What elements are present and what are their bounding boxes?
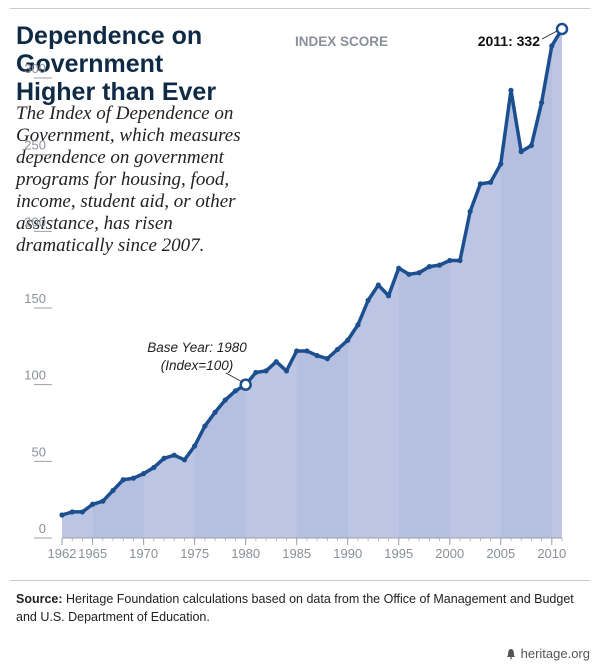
x-tick-label-1975: 1975 xyxy=(180,546,209,561)
top-divider xyxy=(10,8,590,9)
x-tick-label-1965: 1965 xyxy=(78,546,107,561)
data-point-1970 xyxy=(141,471,147,477)
data-point-1985 xyxy=(294,348,300,354)
peak-marker xyxy=(555,22,569,36)
chart-title: Dependence on Government Higher than Eve… xyxy=(16,22,217,106)
data-point-1969 xyxy=(130,475,137,481)
source-divider xyxy=(10,580,590,581)
decade-band-1965 xyxy=(92,29,144,538)
data-point-2009 xyxy=(538,99,545,106)
data-point-1987 xyxy=(314,352,320,359)
source-label: Source: xyxy=(16,592,63,606)
data-point-2010 xyxy=(549,43,555,49)
data-point-1962 xyxy=(59,512,65,518)
decade-band-1975 xyxy=(194,29,246,538)
data-point-1991 xyxy=(355,322,361,328)
data-point-1979 xyxy=(232,388,239,394)
liberty-bell-icon xyxy=(506,648,515,659)
data-point-2003 xyxy=(477,181,483,187)
y-tick-label-300: 300 xyxy=(24,61,46,76)
data-point-1996 xyxy=(406,271,412,277)
data-point-1966 xyxy=(100,498,106,504)
y-tick-label-150: 150 xyxy=(24,291,46,306)
y-axis: 0 50 100 150 200 250 300 xyxy=(24,61,52,539)
x-tick-label-2005: 2005 xyxy=(486,546,515,561)
data-point-2004 xyxy=(487,179,494,185)
data-point-1994 xyxy=(385,293,392,299)
data-point-1993 xyxy=(375,282,381,288)
x-tick-label-1995: 1995 xyxy=(384,546,413,561)
data-point-2002 xyxy=(467,208,473,215)
data-point-1989 xyxy=(334,346,341,353)
data-point-2001 xyxy=(457,257,463,264)
base-year-leader xyxy=(225,372,242,383)
y-axis-label: INDEX SCORE xyxy=(295,34,388,49)
data-point-1981 xyxy=(253,369,259,376)
data-point-1992 xyxy=(365,297,371,303)
x-tick-label-2000: 2000 xyxy=(435,546,464,561)
brand-link[interactable]: heritage.org xyxy=(520,646,590,661)
data-point-1990 xyxy=(345,337,351,343)
data-point-1999 xyxy=(436,262,443,268)
x-tick-label-1985: 1985 xyxy=(282,546,311,561)
base-year-sublabel: (Index=100) xyxy=(161,358,233,373)
data-point-1997 xyxy=(416,270,422,276)
data-point-2006 xyxy=(508,87,514,93)
data-point-1964 xyxy=(79,509,86,515)
data-point-2007 xyxy=(518,149,524,155)
data-point-1983 xyxy=(273,359,279,365)
data-point-1995 xyxy=(396,265,402,271)
peak-label: 2011: 332 xyxy=(478,33,540,49)
x-tick-label-1970: 1970 xyxy=(129,546,158,561)
data-point-1972 xyxy=(161,455,167,461)
y-tick-label-100: 100 xyxy=(24,368,46,383)
source-text: Heritage Foundation calculations based o… xyxy=(16,592,574,624)
decade-band-1995 xyxy=(398,29,450,538)
data-point-1976 xyxy=(202,423,208,429)
x-tick-label-1990: 1990 xyxy=(333,546,362,561)
data-point-1978 xyxy=(222,397,228,403)
y-tick-label-50: 50 xyxy=(32,444,46,459)
data-point-2005 xyxy=(498,161,504,167)
data-point-1968 xyxy=(120,477,126,483)
data-point-2000 xyxy=(447,257,453,264)
data-point-1971 xyxy=(151,464,157,471)
data-point-2008 xyxy=(528,142,534,149)
data-point-1977 xyxy=(212,409,218,415)
x-tick-label-1962: 1962 xyxy=(48,546,77,561)
chart-subtitle: The Index of Dependence on Government, w… xyxy=(16,103,241,256)
decade-band-1985 xyxy=(296,29,348,538)
x-tick-label-1980: 1980 xyxy=(231,546,260,561)
data-point-1998 xyxy=(426,264,432,270)
data-point-1984 xyxy=(283,368,290,374)
x-axis: 1962 1965 1970 1975 1980 1985 1990 1995 2000 2005… xyxy=(48,537,566,561)
peak-leader xyxy=(541,30,558,40)
y-tick-label-250: 250 xyxy=(24,138,46,153)
data-point-1988 xyxy=(324,356,330,362)
data-point-1965 xyxy=(90,501,96,507)
x-tick-label-2010: 2010 xyxy=(537,546,566,561)
data-point-1963 xyxy=(69,509,75,515)
data-point-1986 xyxy=(304,348,310,354)
y-tick-label-200: 200 xyxy=(24,214,46,229)
data-point-1973 xyxy=(171,452,177,458)
base-year-label: Base Year: 1980 xyxy=(147,340,247,355)
data-point-1975 xyxy=(192,443,198,449)
annotations: Base Year: 1980 (Index=100) 2011: 332 xyxy=(147,22,569,391)
y-tick-label-0: 0 xyxy=(39,521,46,536)
data-point-1974 xyxy=(181,457,188,463)
brand[interactable]: heritage.org xyxy=(505,646,590,661)
base-year-marker xyxy=(239,378,252,391)
data-point-1967 xyxy=(110,487,116,494)
data-point-1982 xyxy=(263,368,269,374)
source-note: Source: Heritage Foundation calculations… xyxy=(16,590,586,626)
